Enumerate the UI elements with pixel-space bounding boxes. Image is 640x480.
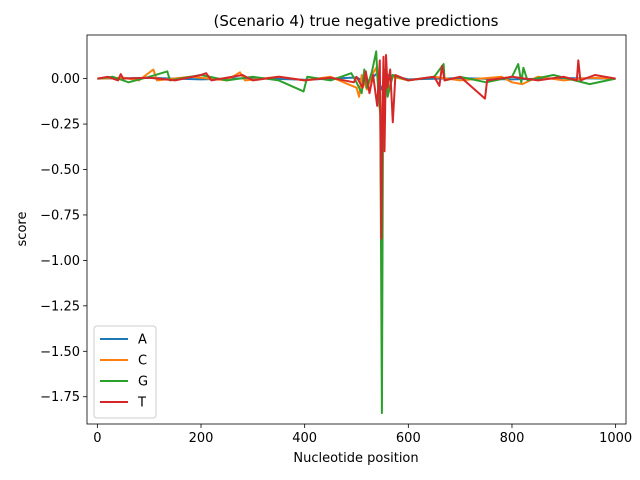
series-line-T <box>97 54 616 240</box>
x-tick-label: 600 <box>396 431 421 446</box>
x-tick-label: 1000 <box>599 431 632 446</box>
legend-label-A: A <box>138 333 147 348</box>
y-tick-label: −0.75 <box>40 208 80 223</box>
y-tick-label: 0.00 <box>51 72 80 87</box>
legend-label-T: T <box>137 396 146 411</box>
series-line-C <box>97 66 616 135</box>
x-tick-label: 200 <box>189 431 214 446</box>
y-axis-label: score <box>15 212 30 247</box>
y-tick-label: −0.25 <box>40 118 80 133</box>
x-axis-ticks: 0 200 400 600 800 1000 <box>93 424 632 446</box>
y-tick-label: −1.00 <box>40 254 80 269</box>
legend-box <box>93 325 157 419</box>
x-tick-label: 0 <box>93 431 101 446</box>
x-axis-label: Nucleotide position <box>293 451 418 466</box>
legend-label-C: C <box>138 354 147 369</box>
y-tick-label: −1.50 <box>40 345 80 360</box>
legend-label-G: G <box>138 375 148 390</box>
y-axis-ticks: 0.00 −0.25 −0.50 −0.75 −1.00 −1.25 −1.50 −1.75 <box>40 72 87 405</box>
plot-area <box>86 34 627 425</box>
y-tick-label: −1.75 <box>40 390 80 405</box>
x-tick-label: 800 <box>500 431 525 446</box>
axes-frame <box>86 34 627 425</box>
y-tick-label: −0.50 <box>40 163 80 178</box>
chart-title: (Scenario 4) true negative predictions <box>214 12 499 30</box>
y-tick-label: −1.25 <box>40 299 80 314</box>
x-tick-label: 400 <box>292 431 317 446</box>
